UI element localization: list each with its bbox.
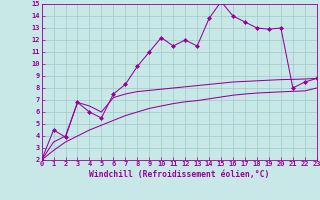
X-axis label: Windchill (Refroidissement éolien,°C): Windchill (Refroidissement éolien,°C) [89, 170, 269, 179]
